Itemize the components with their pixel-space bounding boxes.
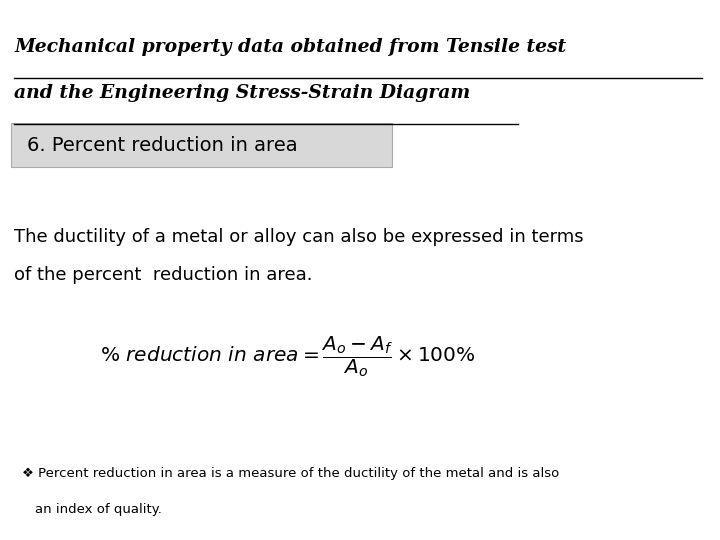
Text: The ductility of a metal or alloy can also be expressed in terms: The ductility of a metal or alloy can al… [14,228,584,246]
Text: an index of quality.: an index of quality. [35,503,161,516]
FancyBboxPatch shape [11,123,392,167]
Text: and the Engineering Stress-Strain Diagram: and the Engineering Stress-Strain Diagra… [14,84,471,102]
Text: 6. Percent reduction in area: 6. Percent reduction in area [27,136,298,155]
Text: ❖ Percent reduction in area is a measure of the ductility of the metal and is al: ❖ Percent reduction in area is a measure… [22,467,559,480]
Text: $\%\ \mathit{reduction\ in\ area} = \dfrac{A_o - A_f}{A_o} \times 100\%$: $\%\ \mathit{reduction\ in\ area} = \dfr… [100,334,476,379]
Text: Mechanical property data obtained from Tensile test: Mechanical property data obtained from T… [14,38,567,56]
Text: of the percent  reduction in area.: of the percent reduction in area. [14,266,313,284]
